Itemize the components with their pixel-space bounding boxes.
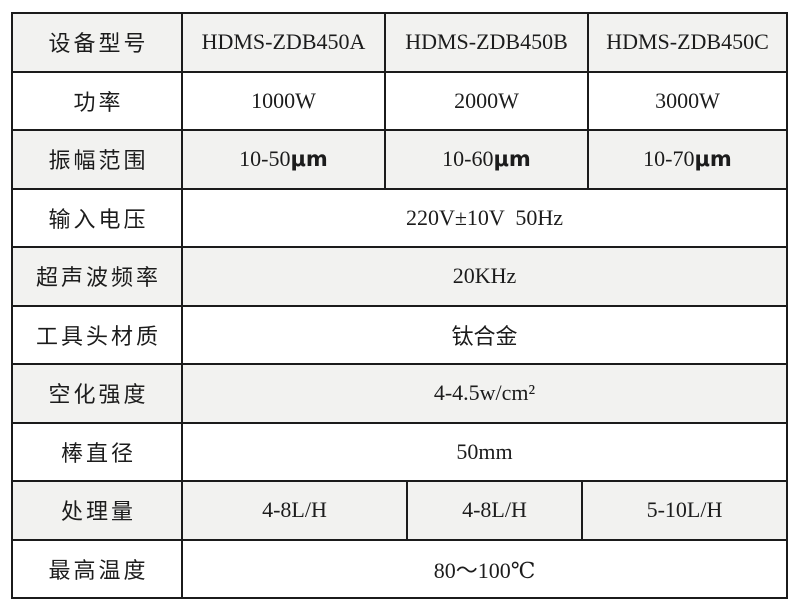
spec-value: 5-10L/H bbox=[646, 497, 723, 523]
spec-row-temperature: 最高温度 80～100℃ bbox=[13, 540, 786, 597]
amplitude-value: 10-50 bbox=[239, 146, 291, 172]
spec-label: 空化强度 bbox=[13, 365, 183, 422]
spec-value: HDMS-ZDB450C bbox=[606, 29, 769, 55]
spec-row-voltage: 输入电压 220V±10V 50Hz bbox=[13, 189, 786, 248]
spec-row-material: 工具头材质 钛合金 bbox=[13, 306, 786, 365]
spec-label: 功率 bbox=[13, 72, 183, 129]
spec-value: 3000W bbox=[655, 87, 720, 113]
spec-row-amplitude: 振幅范围 10-50 μm 10-60 μm 10-70 μm bbox=[13, 131, 786, 190]
spec-table: 设备型号 HDMS-ZDB450A HDMS-ZDB450B HDMS-ZDB4… bbox=[11, 12, 788, 599]
spec-label: 设备型号 bbox=[13, 14, 183, 71]
spec-value: 2000W bbox=[386, 72, 589, 129]
spec-value: HDMS-ZDB450B bbox=[386, 14, 589, 71]
spec-label: 工具头材质 bbox=[13, 306, 183, 363]
spec-row-cavitation: 空化强度 4-4.5w/cm² bbox=[13, 365, 786, 424]
spec-row-diameter: 棒直径 50mm bbox=[13, 423, 786, 482]
spec-label: 最高温度 bbox=[13, 540, 183, 597]
spec-label: 输入电压 bbox=[13, 189, 183, 246]
spec-value: 20KHz bbox=[452, 263, 517, 289]
spec-value: 1000W bbox=[183, 72, 386, 129]
spec-label: 振幅范围 bbox=[13, 131, 183, 188]
spec-value: 钛合金 bbox=[451, 323, 518, 349]
spec-value: 80～100℃ bbox=[433, 557, 536, 583]
spec-label: 处理量 bbox=[13, 482, 183, 539]
amplitude-unit: μm bbox=[694, 147, 732, 172]
spec-value: 220V±10V 50Hz bbox=[405, 204, 564, 230]
spec-row-frequency: 超声波频率 20KHz bbox=[13, 248, 786, 307]
amplitude-value: 10-60 bbox=[442, 146, 494, 172]
spec-value: 10-60 μm bbox=[386, 131, 589, 188]
spec-label: 超声波频率 bbox=[13, 248, 183, 305]
spec-row-model: 设备型号 HDMS-ZDB450A HDMS-ZDB450B HDMS-ZDB4… bbox=[13, 14, 786, 73]
spec-value: 4-8L/H bbox=[183, 482, 408, 539]
spec-value: 4-4.5w/cm² bbox=[433, 380, 536, 406]
spec-row-power: 功率 1000W 2000W 3000W bbox=[13, 72, 786, 131]
spec-value: 10-70 μm bbox=[589, 131, 786, 188]
amplitude-unit: μm bbox=[493, 147, 531, 172]
amplitude-unit: μm bbox=[290, 147, 328, 172]
amplitude-value: 10-70 bbox=[643, 146, 695, 172]
spec-value: HDMS-ZDB450A bbox=[183, 14, 386, 71]
spec-label: 棒直径 bbox=[13, 423, 183, 480]
spec-row-capacity: 处理量 4-8L/H 4-8L/H 5-10L/H bbox=[13, 482, 786, 541]
spec-value: 50mm bbox=[456, 438, 513, 464]
spec-value: 4-8L/H bbox=[408, 482, 583, 539]
spec-value: 10-50 μm bbox=[183, 131, 386, 188]
